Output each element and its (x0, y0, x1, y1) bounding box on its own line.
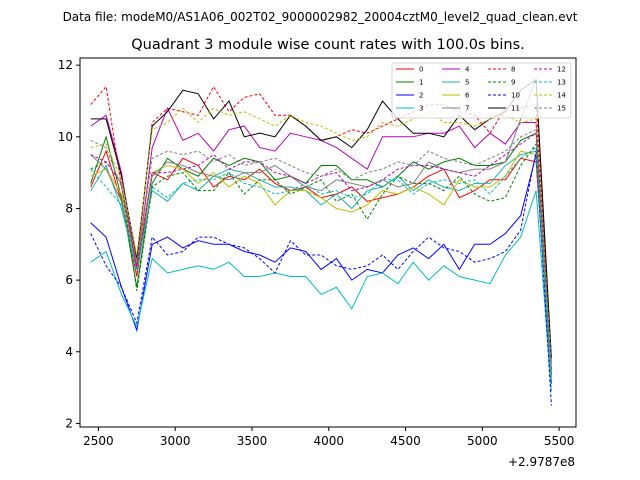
y-tick-label: 2 (65, 416, 73, 430)
plot-frame (79, 57, 577, 428)
series-line-5 (90, 150, 552, 377)
series-line-9 (90, 142, 552, 374)
series-line-6 (90, 150, 552, 377)
x-offset-text: +2.9787e8 (508, 455, 575, 469)
legend-label-11: 11 (511, 105, 520, 113)
series-line-3 (90, 190, 552, 392)
x-tick-label: 5500 (544, 434, 575, 448)
legend-label-1: 1 (419, 79, 423, 87)
figure-suptitle: Data file: modeM0/AS1A06_002T02_90000029… (63, 10, 578, 24)
x-tick-label: 5000 (467, 434, 498, 448)
legend-label-15: 15 (557, 105, 566, 113)
series-line-13 (90, 146, 552, 381)
legend-label-8: 8 (511, 66, 515, 74)
legend-box (391, 62, 572, 119)
legend-label-9: 9 (511, 79, 515, 87)
legend-label-13: 13 (557, 79, 566, 87)
x-tick-label: 4000 (313, 434, 344, 448)
series-layer (90, 78, 552, 406)
y-tick-label: 6 (65, 273, 73, 287)
y-tick-label: 4 (65, 345, 73, 359)
legend-label-2: 2 (419, 92, 423, 100)
legend-label-12: 12 (557, 66, 566, 74)
series-line-11 (90, 78, 552, 359)
legend-label-7: 7 (465, 105, 469, 113)
series-line-14 (90, 107, 552, 367)
series-line-2 (90, 154, 552, 385)
legend-label-6: 6 (465, 92, 470, 100)
x-tick-label: 4500 (390, 434, 421, 448)
chart-title: Quadrant 3 module wise count rates with … (131, 37, 525, 53)
y-tick-label: 10 (58, 130, 73, 144)
legend-label-10: 10 (511, 92, 520, 100)
x-tick-label: 3500 (237, 434, 268, 448)
legend-label-4: 4 (465, 66, 470, 74)
y-tick-label: 12 (58, 58, 73, 72)
series-line-10 (90, 151, 552, 406)
x-tick-label: 2500 (83, 434, 114, 448)
legend-label-5: 5 (465, 79, 469, 87)
series-line-7 (90, 79, 552, 370)
legend-label-14: 14 (557, 92, 566, 100)
legend-label-0: 0 (419, 66, 423, 74)
legend-label-3: 3 (419, 105, 423, 113)
y-tick-label: 8 (65, 201, 73, 215)
x-tick-label: 3000 (160, 434, 191, 448)
series-line-15 (90, 128, 552, 370)
